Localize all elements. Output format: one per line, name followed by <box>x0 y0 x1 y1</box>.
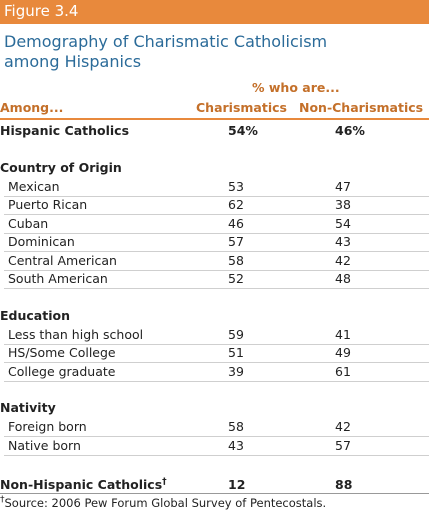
source-text: Source: 2006 Pew Forum Global Survey of … <box>4 495 327 510</box>
row-label: HS/Some College <box>8 345 116 361</box>
footnote-marker: † <box>162 476 167 487</box>
row-label: Puerto Rican <box>8 197 88 213</box>
row-rule <box>4 436 429 438</box>
figure-label: Figure 3.4 <box>4 2 79 20</box>
title: Demography of Charismatic Catholicism <box>4 32 328 51</box>
value: 59 <box>228 326 244 342</box>
row-rule <box>4 380 429 382</box>
row-label: Mexican <box>8 179 60 194</box>
value: 88 <box>335 476 353 492</box>
total-row-label: Hispanic Catholics <box>0 123 130 138</box>
footnote-marker: † <box>0 494 5 505</box>
row-label: Dominican <box>8 234 75 250</box>
value: 42 <box>335 252 351 268</box>
value: 49 <box>335 345 351 361</box>
title: among Hispanics <box>4 52 142 71</box>
value: 46 <box>228 215 244 231</box>
value: 47 <box>335 179 351 194</box>
row-rule <box>4 232 429 234</box>
row-rule <box>4 343 429 345</box>
value: 41 <box>335 326 351 342</box>
value: 58 <box>228 252 244 268</box>
footer-rule <box>0 492 429 494</box>
source: †Source: 2006 Pew Forum Global Survey of… <box>0 495 326 510</box>
value: 54% <box>228 123 258 138</box>
footer-row-label: Non-Hispanic Catholics† <box>0 476 167 492</box>
value: 46% <box>335 123 365 138</box>
row-label: Less than high school <box>8 326 144 342</box>
column-header: Non-Charismatics <box>299 100 424 115</box>
row-label: Cuban <box>8 215 49 231</box>
row-label: Central American <box>8 252 117 268</box>
header-rule <box>0 118 429 120</box>
figure-band <box>0 0 429 24</box>
column-header: Charismatics <box>196 100 287 115</box>
value: 51 <box>228 345 244 361</box>
row-label: College graduate <box>8 363 116 379</box>
value: 57 <box>335 437 351 453</box>
row-label: Native born <box>8 437 81 453</box>
value: 43 <box>228 437 244 453</box>
row-rule <box>4 362 429 364</box>
value: 48 <box>335 271 351 286</box>
column-header: Among... <box>0 100 64 115</box>
column-group: % who are... <box>252 80 340 95</box>
section-heading: Country of Origin <box>0 160 122 175</box>
value: 61 <box>335 363 351 379</box>
row-rule <box>4 269 429 271</box>
row-rule <box>4 196 429 197</box>
value: 54 <box>335 215 351 231</box>
section-heading: Nativity <box>0 400 56 416</box>
row-label: Foreign born <box>8 419 87 435</box>
value: 42 <box>335 419 351 435</box>
value: 58 <box>228 419 244 435</box>
row-rule <box>4 214 429 216</box>
value: 57 <box>228 234 244 250</box>
value: 53 <box>228 179 244 194</box>
value: 62 <box>228 197 244 213</box>
row-rule <box>4 288 429 289</box>
row-rule <box>4 251 429 253</box>
value: 38 <box>335 197 351 213</box>
value: 43 <box>335 234 351 250</box>
row-rule <box>4 454 429 456</box>
section-heading: Education <box>0 307 70 323</box>
row-label: South American <box>8 271 108 286</box>
value: 12 <box>228 476 246 492</box>
value: 52 <box>228 271 244 286</box>
value: 39 <box>228 363 244 379</box>
